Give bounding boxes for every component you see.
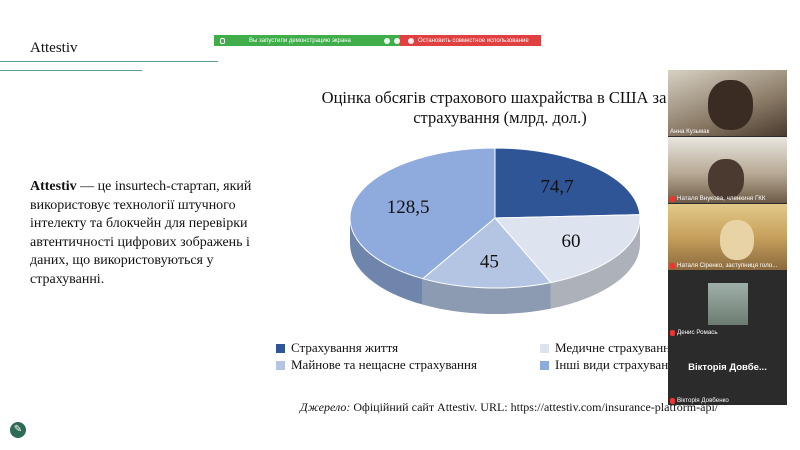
pause-icon[interactable] (394, 37, 400, 44)
pie-chart: 74,7 60 45 128,5 (350, 148, 641, 314)
title-rule (0, 61, 218, 62)
pie-slice (493, 214, 641, 284)
stop-sharing-button[interactable]: Остановить совместное использование (400, 35, 541, 46)
source-note: Джерело: Офіційний сайт Attestiv. URL: h… (300, 400, 718, 415)
participant-tile[interactable]: Вікторія Довбе... Вікторія Довбенко (668, 338, 787, 405)
chart-title-line1: Оцінка обсягів страхового шахрайства в С… (321, 88, 679, 107)
mic-muted-icon (670, 262, 675, 269)
video-participants-panel: Анна Кузьмак Наталя Внукова, членкиня ГК… (668, 70, 787, 405)
legend-label: Майнове та нещасне страхування (291, 357, 477, 372)
participant-name: Наталя Внукова, членкиня ГКК (670, 195, 766, 202)
body-description: — це insurtech-стартап, який використову… (30, 179, 252, 287)
pie-data-label: 128,5 (387, 197, 430, 218)
legend-item: Медичне страхуванн (540, 340, 670, 356)
slide-title: Attestiv (30, 40, 78, 56)
legend-swatch (540, 360, 549, 370)
participant-tile[interactable]: Денис Ромась (668, 271, 787, 337)
stop-sharing-label: Остановить совместное использование (418, 37, 529, 44)
source-text: Офіційний сайт Attestiv. URL: https://at… (350, 400, 719, 414)
pie-slice-side (550, 218, 640, 309)
mic-muted-icon (670, 397, 675, 404)
pie-slice (350, 148, 496, 280)
settings-icon[interactable] (384, 37, 390, 44)
app-logo-icon[interactable]: ✎ (10, 422, 26, 438)
mic-muted-icon (670, 329, 675, 336)
participant-display-name: Вікторія Довбе... (688, 362, 767, 373)
participant-name: Вікторія Довбенко (670, 397, 729, 404)
legend-item: Майнове та нещасне страхування (276, 357, 477, 373)
participant-video-image (708, 283, 748, 325)
chart-title-line2: страхування (млрд. дол.) (413, 108, 587, 127)
stop-icon (408, 37, 414, 44)
legend-item: Страхування життя (276, 340, 398, 356)
participant-tile[interactable]: Наталя Сіренко, заступниця голо... (668, 204, 787, 270)
participant-tile[interactable]: Наталя Внукова, членкиня ГКК (668, 137, 787, 203)
legend-swatch (540, 343, 549, 353)
legend-label: Страхування життя (291, 340, 399, 355)
participant-name: Наталя Сіренко, заступниця голо... (670, 262, 777, 269)
participant-name: Денис Ромась (670, 329, 718, 336)
pie-data-label: 74,7 (540, 177, 573, 198)
source-label: Джерело: (300, 400, 351, 414)
chart-title: Оцінка обсягів страхового шахрайства в С… (300, 88, 700, 128)
title-rule-short (0, 70, 142, 71)
participant-video-image (708, 80, 753, 130)
legend-label: Інші види страхуван (555, 357, 669, 372)
pie-slice (421, 217, 552, 289)
body-bold-term: Attestiv (30, 179, 77, 194)
legend-label: Медичне страхуванн (555, 340, 671, 355)
pie-data-label: 45 (480, 251, 499, 272)
pie-data-label: 60 (561, 231, 580, 252)
mic-muted-icon (670, 195, 675, 202)
screen-share-bar: Вы запустили демонстрацию экрана Останов… (214, 35, 541, 46)
legend-item: Інші види страхуван (540, 357, 668, 373)
sharing-status-text: Вы запустили демонстрацию экрана (249, 37, 351, 44)
sharing-status: Вы запустили демонстрацию экрана (214, 35, 400, 46)
pie-slice-side (350, 218, 423, 305)
slide-body-text: Attestiv — це insurtech-стартап, який ви… (30, 178, 280, 289)
legend-swatch (276, 343, 285, 353)
participant-tile[interactable]: Анна Кузьмак (668, 70, 787, 136)
share-icon (220, 37, 225, 44)
participant-video-image (720, 220, 754, 260)
legend-swatch (276, 360, 285, 370)
participant-name: Анна Кузьмак (670, 128, 710, 135)
pie-slice (494, 148, 641, 219)
participant-video-image (708, 159, 744, 199)
